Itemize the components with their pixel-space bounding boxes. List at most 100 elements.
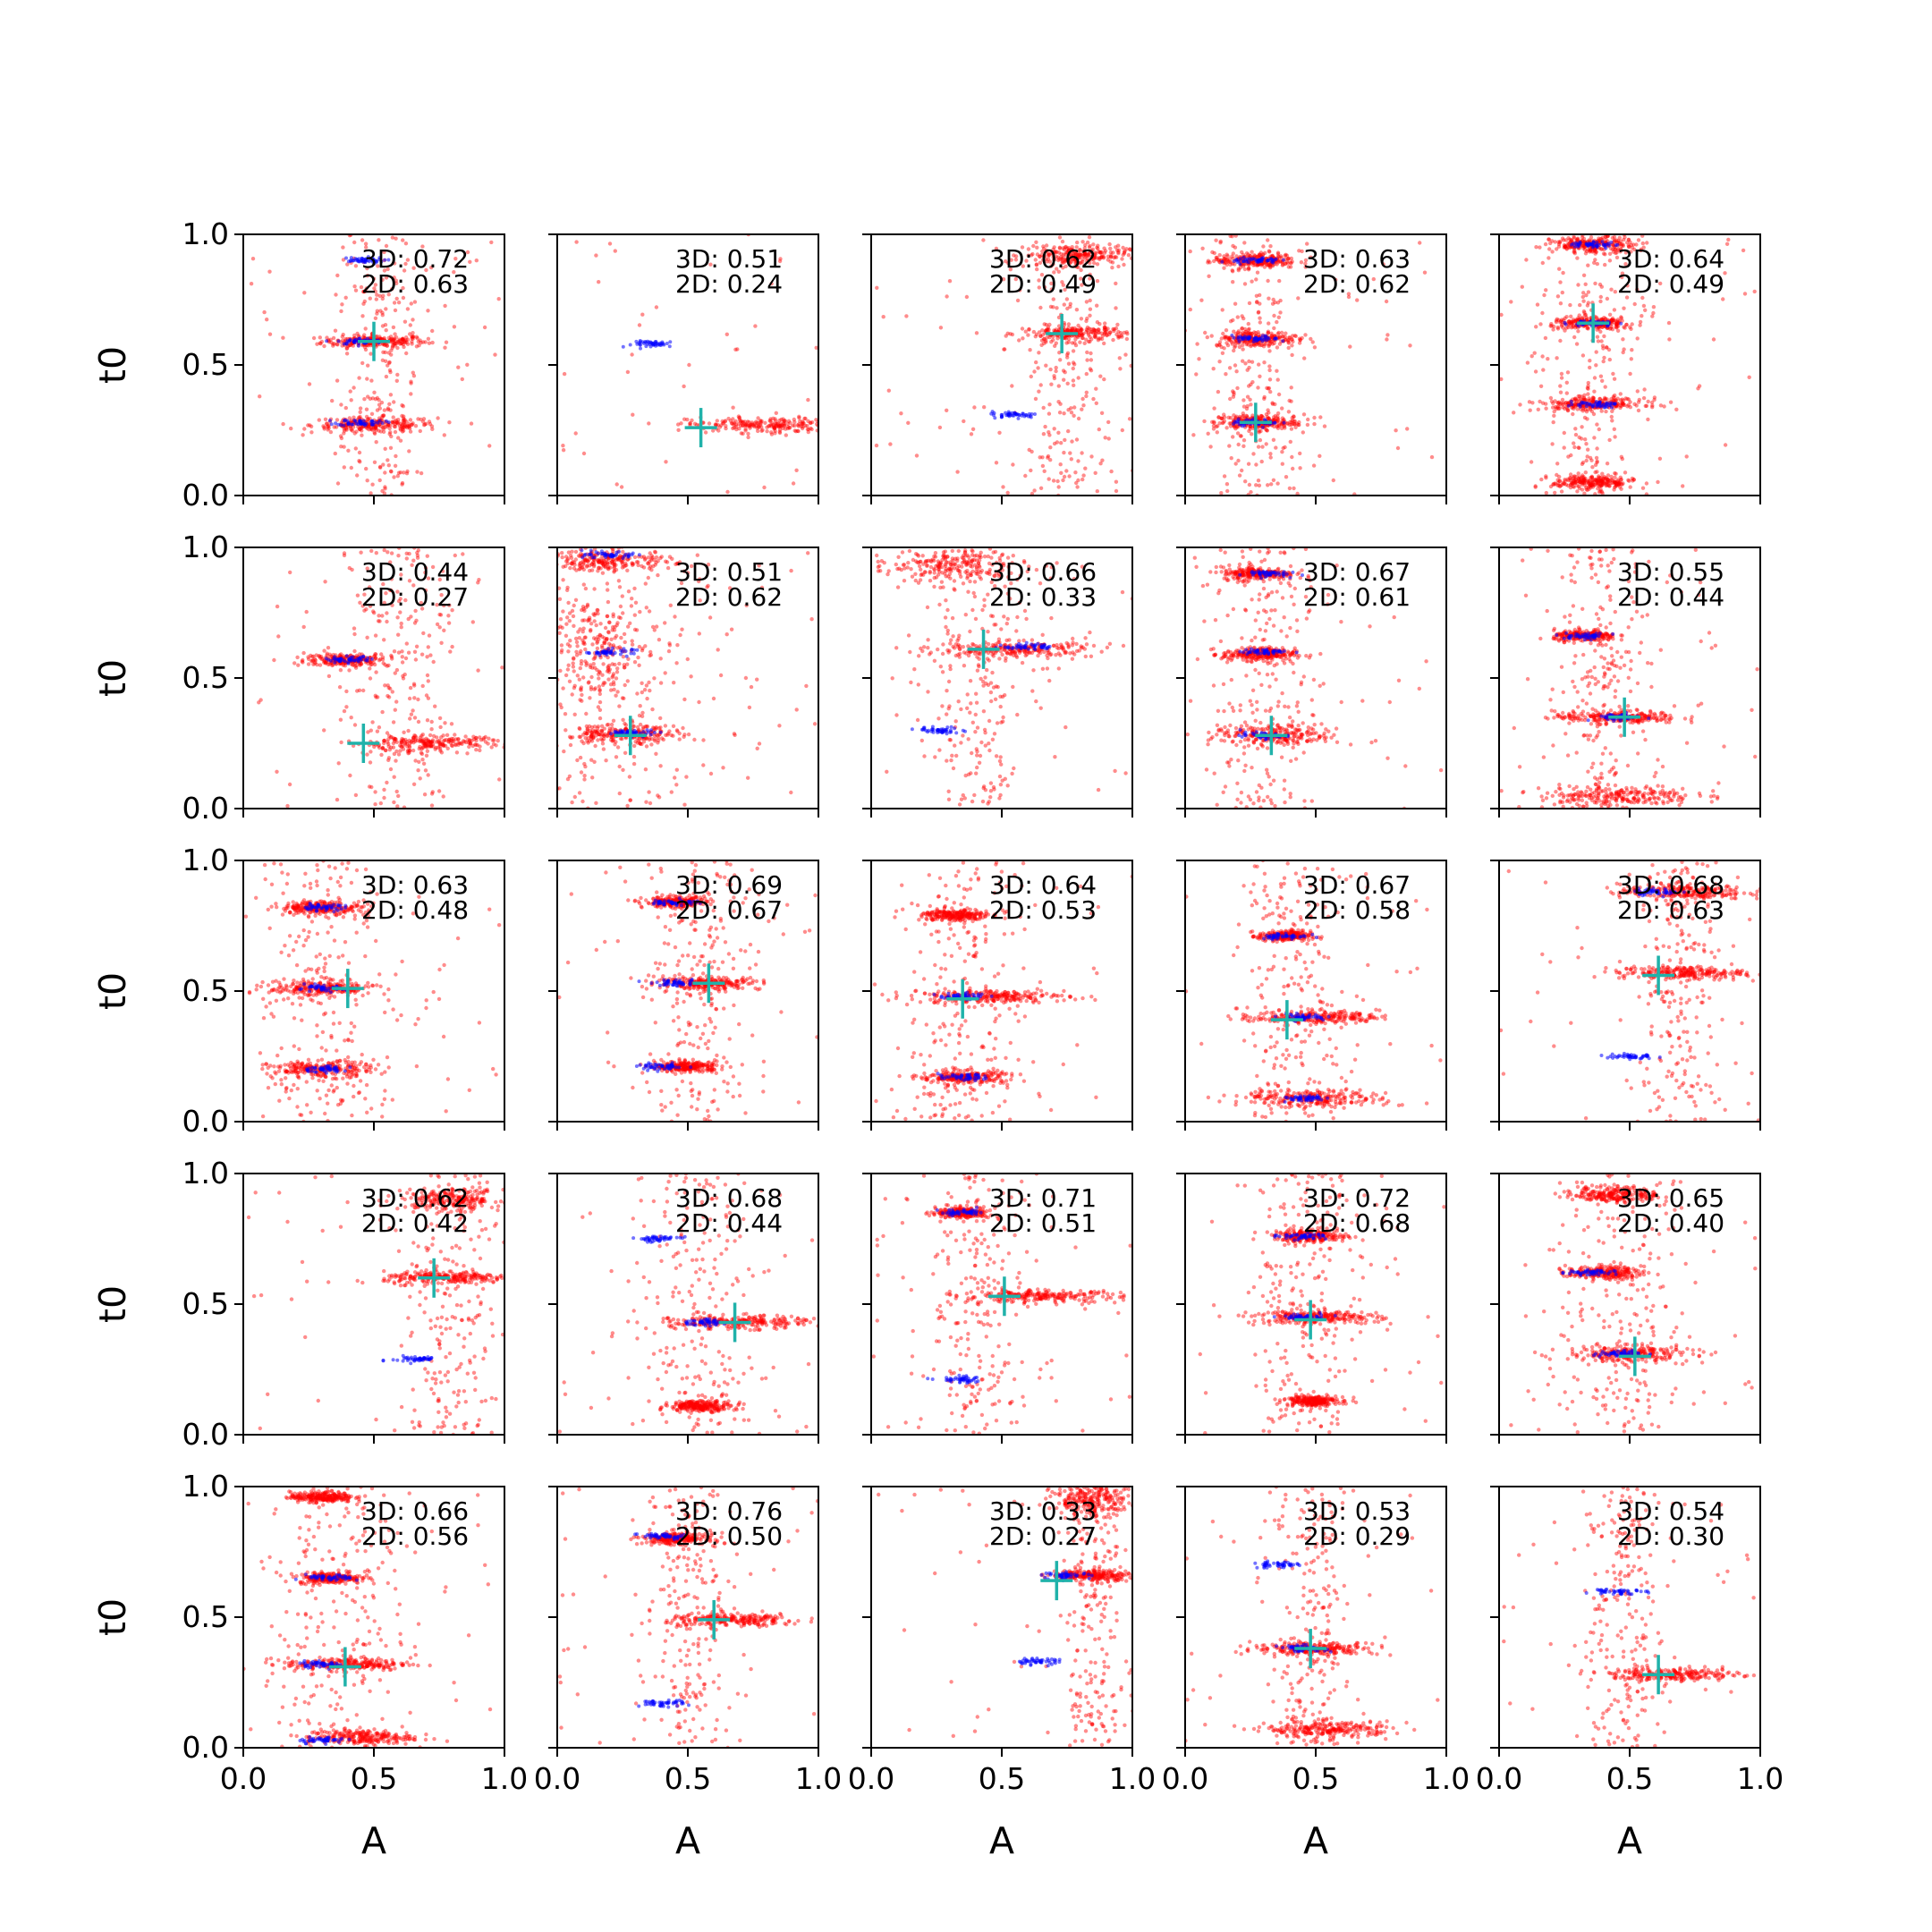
red-point [385,343,389,348]
red-point [1122,262,1126,267]
annotation-2d: 2D: 0.63 [361,269,469,299]
red-point [382,250,386,255]
red-point [421,737,426,741]
red-point [1087,250,1092,255]
blue-point [1244,259,1249,264]
scatter-points [1499,234,1757,496]
red-point [1546,237,1551,242]
red-point [1072,413,1076,418]
red-point [1098,462,1103,466]
red-point [1123,352,1128,357]
red-point [438,749,443,753]
red-point [1588,249,1593,253]
red-point [1280,462,1285,466]
red-point [1575,407,1580,411]
red-point [1047,335,1052,340]
red-point [1645,241,1649,245]
red-point [445,733,450,737]
red-point [1591,395,1596,401]
red-point [972,405,977,410]
red-point [1611,394,1616,399]
red-point [1534,325,1538,329]
red-point [1066,408,1071,412]
red-point [806,427,811,432]
red-point [366,394,370,399]
red-point [368,659,372,665]
red-point [1597,326,1601,331]
red-point [309,659,314,664]
red-point [1613,318,1618,323]
red-point [1063,245,1068,250]
red-point [1253,263,1258,267]
red-point [1627,244,1631,249]
red-point [1622,237,1626,242]
red-point [1075,252,1080,258]
red-point [403,424,409,428]
red-point [1255,342,1259,346]
red-point [1605,480,1610,485]
red-point [1577,475,1582,479]
red-point [1611,371,1615,377]
red-point [1564,400,1569,405]
red-point [1290,343,1294,348]
red-point [1632,247,1637,252]
red-point [1600,343,1606,348]
red-point [1044,340,1048,344]
red-point [1547,247,1552,251]
red-point [824,417,827,420]
red-point [369,411,375,416]
red-point [1544,490,1549,496]
red-point [402,268,407,273]
red-point [1026,247,1031,251]
red-point [1038,254,1042,259]
red-point [1203,330,1208,335]
red-point [401,425,406,429]
red-point [1568,320,1572,325]
red-point [1610,419,1614,423]
red-point [431,733,436,739]
red-point [1563,244,1567,250]
red-point [411,331,415,335]
red-point [1544,402,1548,406]
red-point [688,421,692,426]
red-point [752,423,757,428]
red-point [1250,331,1254,336]
red-point [1078,247,1082,252]
red-point [418,744,422,750]
red-point [721,421,725,426]
red-point [349,427,353,431]
red-point [306,655,310,659]
red-point [359,662,364,666]
red-point [1097,256,1102,260]
red-point [799,424,803,428]
red-point [805,423,809,428]
red-point [1585,480,1589,485]
red-point [1217,259,1222,264]
annotation-2d: 2D: 0.24 [675,269,783,299]
red-point [1552,413,1556,418]
red-point [1585,417,1589,421]
red-point [1615,478,1621,482]
red-point [1593,470,1597,475]
red-point [1613,290,1618,294]
red-point [1586,479,1590,484]
red-point [384,359,388,363]
red-point [1275,369,1279,373]
red-point [1588,455,1593,461]
red-point [1057,245,1063,250]
red-point [325,421,329,427]
red-point [1563,479,1568,483]
red-point [1072,249,1077,254]
red-point [1063,327,1067,332]
red-point [1072,383,1076,387]
red-point [1216,258,1222,262]
red-point [1085,350,1089,355]
red-point [335,378,340,383]
red-point [1604,237,1608,242]
red-point [1600,325,1605,329]
red-point [1258,374,1262,378]
red-point [1549,322,1554,326]
red-point [1244,251,1250,256]
red-point [1622,306,1626,310]
red-point [1233,332,1239,336]
